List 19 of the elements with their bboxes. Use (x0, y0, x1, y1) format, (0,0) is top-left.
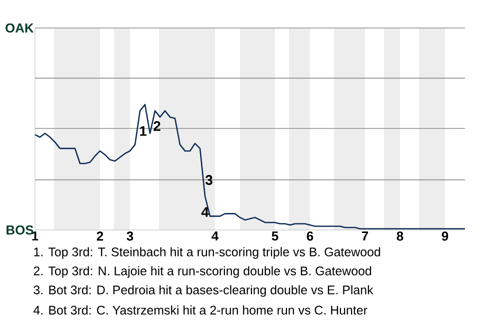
text: 3. Bot 3rd: D. Pedroia hit a bases-clearing double vs E. Plank (34, 285, 374, 297)
annotation: 4 (201, 207, 209, 217)
text: OAK (6, 23, 34, 33)
x-tick-label: 6 (306, 232, 314, 241)
x-tick-label: 7 (362, 232, 368, 240)
text: 1. Top 3rd: T. Steinbach hit a run-scoring triple vs B. Gatewood (34, 247, 380, 259)
annotation: 1 (140, 126, 146, 136)
x-tick-label: 9 (442, 232, 448, 241)
x-tick-label: 4 (212, 232, 219, 240)
x-tick-label: 1 (32, 232, 38, 240)
x-tick-label: 5 (272, 232, 278, 241)
x-tick-label: 8 (396, 232, 404, 241)
text: 2. Top 3rd: N. Lajoie hit a run-scoring double vs B. Gatewood (34, 266, 372, 278)
annotation: 2 (154, 121, 160, 131)
x-tick-label: 3 (126, 232, 134, 241)
x-tick-label: 2 (96, 232, 104, 241)
annotation: 3 (205, 175, 212, 185)
text: BOS (6, 225, 34, 235)
text: 4. Bot 3rd: C. Yastrzemski hit a 2-run home run vs C. Hunter (33, 305, 368, 315)
